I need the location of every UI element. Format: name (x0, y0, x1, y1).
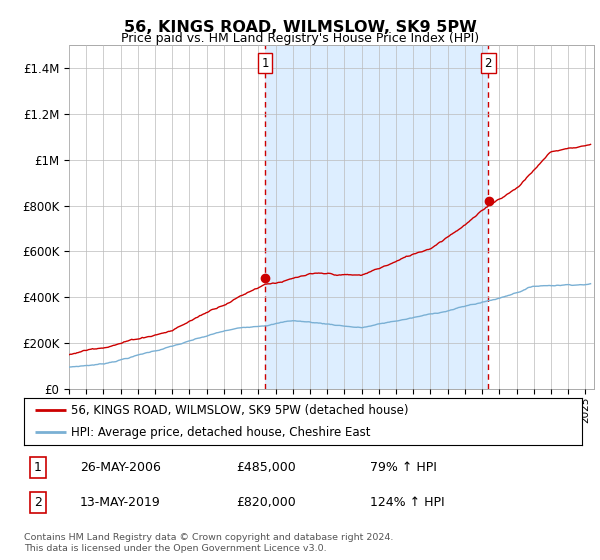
Text: 26-MAY-2006: 26-MAY-2006 (80, 461, 161, 474)
Text: This data is licensed under the Open Government Licence v3.0.: This data is licensed under the Open Gov… (24, 544, 326, 553)
Text: 1: 1 (262, 57, 269, 69)
Text: 56, KINGS ROAD, WILMSLOW, SK9 5PW: 56, KINGS ROAD, WILMSLOW, SK9 5PW (124, 20, 476, 35)
Text: 2: 2 (34, 496, 42, 509)
Text: Contains HM Land Registry data © Crown copyright and database right 2024.: Contains HM Land Registry data © Crown c… (24, 533, 394, 542)
Bar (265, 45, 488, 389)
Text: HPI: Average price, detached house, Cheshire East: HPI: Average price, detached house, Ches… (71, 426, 371, 439)
Text: £485,000: £485,000 (236, 461, 296, 474)
Text: 2: 2 (485, 57, 492, 69)
Text: 124% ↑ HPI: 124% ↑ HPI (370, 496, 445, 509)
Text: 56, KINGS ROAD, WILMSLOW, SK9 5PW (detached house): 56, KINGS ROAD, WILMSLOW, SK9 5PW (detac… (71, 404, 409, 417)
Text: 13-MAY-2019: 13-MAY-2019 (80, 496, 161, 509)
Text: 1: 1 (34, 461, 42, 474)
Text: 79% ↑ HPI: 79% ↑ HPI (370, 461, 437, 474)
Text: Price paid vs. HM Land Registry's House Price Index (HPI): Price paid vs. HM Land Registry's House … (121, 32, 479, 45)
Text: £820,000: £820,000 (236, 496, 296, 509)
